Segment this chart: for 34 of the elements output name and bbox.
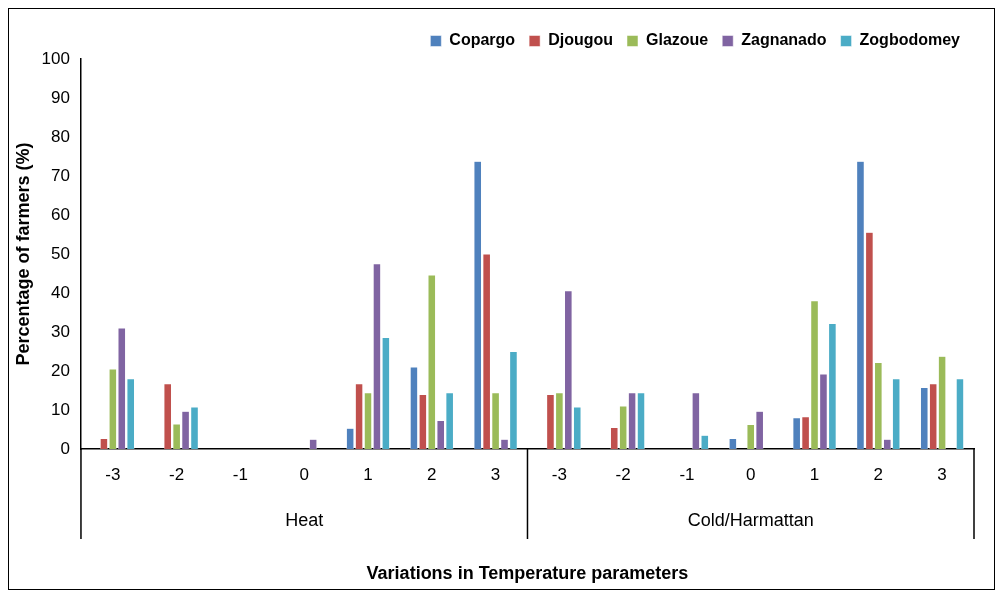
x-tick-label: 3 [490, 464, 501, 484]
x-tick-label: 1 [363, 464, 373, 484]
y-tick-label: 0 [60, 438, 70, 458]
y-tick-label: 80 [51, 126, 70, 146]
y-tick-label: 20 [51, 360, 70, 380]
x-tick-label: -1 [232, 464, 248, 484]
x-tick-label: -3 [551, 464, 567, 484]
y-tick-label: 100 [41, 48, 70, 68]
y-tick-label: 10 [51, 399, 70, 419]
y-tick-label: 50 [51, 243, 70, 263]
x-tick-label: 2 [873, 464, 884, 484]
x-tick-label: 3 [937, 464, 947, 484]
x-tick-label: 0 [746, 464, 756, 484]
legend-label: Djougou [548, 31, 613, 49]
x-tick-label: -3 [105, 464, 121, 484]
legend-label: Glazoue [645, 31, 709, 49]
x-tick-label: 1 [809, 464, 820, 484]
text: Cold/Harmattan [687, 509, 814, 530]
text: Heat [285, 509, 324, 530]
legend-label: Zogbodomey [859, 31, 961, 49]
x-tick-label: -2 [169, 464, 185, 484]
x-tick-label: 0 [299, 464, 309, 484]
legend-label: Copargo [449, 31, 516, 49]
x-tick-label: -1 [679, 464, 695, 484]
legend-label: Zagnanado [741, 31, 827, 49]
y-tick-label: 40 [51, 282, 70, 302]
x-tick-label: -2 [615, 464, 631, 484]
y-axis-title: Percentage of farmers (%) [12, 142, 33, 366]
y-tick-label: 30 [51, 321, 70, 341]
x-axis-title: Variations in Temperature parameters [366, 563, 689, 584]
y-tick-label: 60 [51, 204, 70, 224]
y-tick-label: 70 [51, 165, 70, 185]
y-tick-label: 90 [51, 87, 70, 107]
x-tick-label: 2 [427, 464, 437, 484]
